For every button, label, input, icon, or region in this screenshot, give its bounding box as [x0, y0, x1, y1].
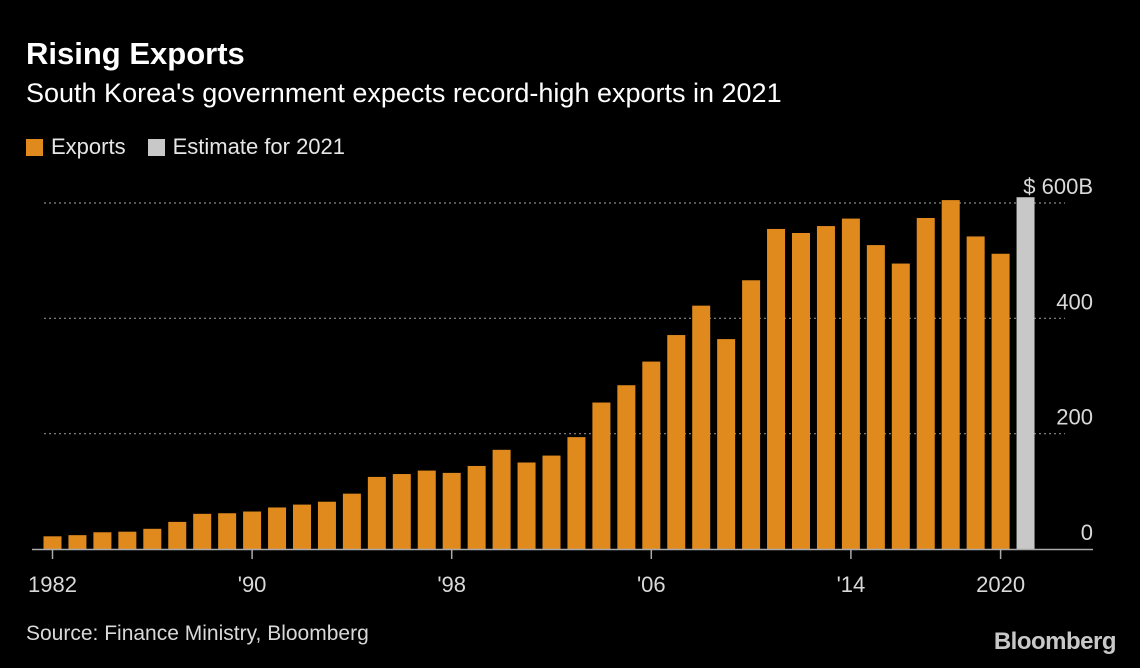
legend-swatch-exports: [26, 138, 43, 156]
bar-export-2012: [792, 232, 810, 549]
x-tick-label-2020: 2020: [976, 572, 1025, 597]
bar-export-2010: [742, 280, 761, 549]
y-tick-label-200: 200: [1056, 405, 1093, 430]
bar-export-1996: [392, 474, 411, 549]
bar-estimate-2021: [1016, 197, 1035, 549]
bar-export-2001: [517, 462, 536, 549]
bar-export-1992: [293, 504, 311, 549]
bar-export-2006: [642, 361, 661, 549]
x-tick-label-2006: '06: [637, 572, 666, 597]
x-tick-label-1998: '98: [437, 572, 466, 597]
bar-export-2009: [717, 339, 736, 549]
chart-subtitle: South Korea's government expects record-…: [26, 78, 782, 108]
bar-export-1985: [118, 531, 137, 549]
bar-export-2011: [767, 228, 786, 549]
bar-export-1990: [243, 511, 262, 549]
grid-lines: [44, 202, 1065, 435]
legend-label-estimate: Estimate for 2021: [172, 134, 346, 159]
chart-title: Rising Exports: [26, 36, 245, 71]
bars: [43, 197, 1035, 550]
bar-export-2004: [592, 402, 611, 549]
x-axis: [32, 548, 1093, 559]
bar-export-1988: [193, 513, 212, 549]
bar-export-2013: [816, 226, 835, 550]
bar-export-1997: [417, 470, 436, 549]
bar-export-2007: [667, 335, 686, 549]
bar-export-2020: [991, 253, 1010, 549]
bar-export-1994: [342, 493, 361, 549]
bar-export-1983: [68, 535, 87, 549]
bar-export-1999: [467, 465, 486, 549]
bar-export-2003: [567, 437, 586, 549]
bar-export-2014: [841, 218, 860, 549]
bar-export-2017: [916, 217, 935, 549]
bar-export-2018: [941, 200, 960, 549]
legend-item-exports: Exports: [26, 134, 126, 160]
source-note: Source: Finance Ministry, Bloomberg: [26, 622, 369, 645]
legend-item-estimate: Estimate for 2021: [147, 134, 346, 160]
bar-export-1991: [268, 507, 287, 549]
bar-export-2002: [542, 455, 561, 549]
bar-export-2005: [617, 385, 636, 549]
bar-export-2008: [692, 305, 711, 549]
bar-export-1986: [143, 528, 162, 549]
y-tick-label-600: $ 600B: [1023, 174, 1093, 199]
bar-export-1995: [367, 476, 386, 549]
tick-labels: 0 200 400 $ 600B 1982 '90 '98 '06 '14 2020: [28, 174, 1093, 597]
chart-legend: Exports Estimate for 2021: [26, 134, 367, 160]
x-tick-label-1990: '90: [238, 572, 267, 597]
y-tick-label-400: 400: [1056, 289, 1093, 314]
legend-swatch-estimate: [147, 138, 165, 156]
bar-export-1982: [43, 536, 62, 549]
bar-export-1987: [168, 521, 187, 549]
legend-label-exports: Exports: [51, 134, 126, 159]
bar-export-1998: [442, 472, 461, 549]
bar-export-2000: [492, 449, 511, 549]
bar-export-1984: [93, 532, 112, 549]
bar-export-2015: [866, 245, 885, 549]
x-tick-label-2014: '14: [837, 572, 866, 597]
bar-export-1989: [218, 513, 237, 549]
y-tick-label-0: 0: [1081, 520, 1093, 545]
bloomberg-logo: Bloomberg: [993, 628, 1117, 655]
x-tick-label-1982: 1982: [28, 572, 77, 597]
bar-export-2019: [966, 236, 985, 550]
bar-export-2016: [891, 263, 910, 549]
bar-export-1993: [317, 501, 336, 549]
